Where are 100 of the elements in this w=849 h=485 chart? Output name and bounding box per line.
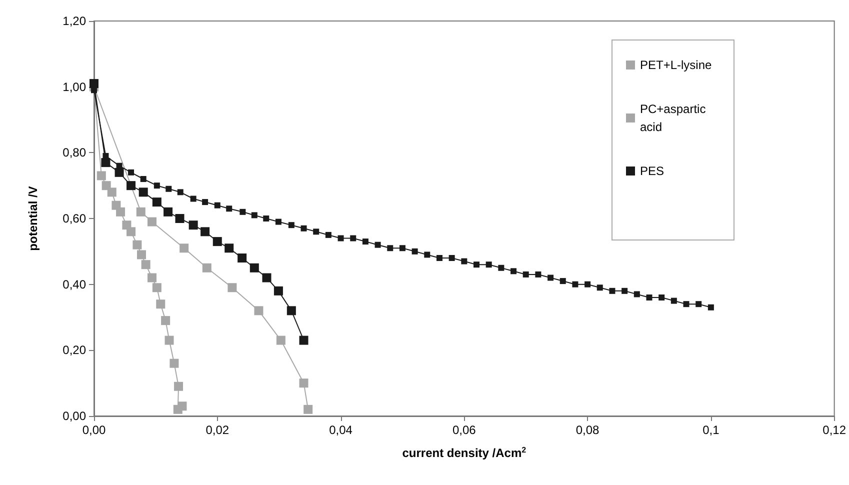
point — [299, 378, 308, 388]
point — [180, 244, 189, 253]
point — [116, 207, 126, 216]
point — [609, 288, 616, 294]
point — [177, 189, 184, 196]
point — [300, 225, 307, 232]
point — [154, 182, 160, 189]
point — [166, 186, 172, 192]
point — [251, 212, 258, 218]
point — [362, 238, 368, 245]
point — [214, 202, 220, 208]
point — [299, 336, 308, 345]
point — [228, 283, 237, 292]
point — [461, 258, 468, 264]
point — [190, 196, 196, 202]
point — [202, 263, 212, 272]
point — [622, 288, 628, 294]
x-tick-label: 0,12 — [822, 423, 846, 437]
point — [101, 158, 110, 168]
point — [338, 235, 344, 242]
point — [200, 227, 210, 236]
point — [262, 273, 272, 282]
point — [286, 306, 296, 316]
point — [263, 216, 270, 222]
point — [596, 284, 603, 291]
point — [288, 222, 294, 228]
point — [132, 240, 142, 250]
point — [137, 250, 146, 260]
point — [240, 208, 246, 215]
point — [96, 171, 106, 180]
point — [646, 294, 652, 300]
point — [696, 301, 702, 308]
point — [486, 262, 492, 268]
y-tick-label: 1,00 — [62, 80, 86, 94]
point — [387, 245, 394, 252]
point — [156, 300, 166, 309]
y-tick-label: 0,80 — [62, 146, 86, 160]
x-tick-label: 0,1 — [702, 423, 720, 437]
point — [634, 291, 640, 298]
legend-label: PC+aspartic acid — [640, 102, 710, 134]
point — [250, 263, 259, 272]
y-tick-label: 1,20 — [62, 14, 86, 28]
point — [126, 227, 136, 236]
legend-label: PET+L-lysine — [640, 58, 712, 72]
point — [140, 176, 146, 182]
point — [174, 382, 184, 391]
y-tick-label: 0,20 — [62, 343, 86, 358]
point — [164, 336, 174, 345]
point — [683, 301, 690, 308]
point — [136, 207, 146, 216]
point — [275, 218, 282, 225]
point — [128, 169, 134, 176]
point — [274, 286, 283, 296]
point — [161, 316, 170, 326]
x-tick-label: 0,00 — [82, 423, 106, 437]
point — [114, 168, 124, 177]
point — [325, 232, 332, 238]
point — [188, 220, 198, 230]
point — [560, 278, 566, 284]
point — [170, 358, 179, 368]
point — [572, 281, 578, 288]
point — [238, 254, 247, 262]
point — [147, 273, 156, 282]
point — [178, 402, 187, 411]
point — [424, 252, 430, 258]
point — [147, 217, 156, 226]
x-tick-label: 0,08 — [576, 423, 600, 437]
point — [448, 255, 455, 261]
point — [175, 214, 184, 223]
point — [202, 199, 208, 206]
point — [350, 235, 356, 242]
point — [152, 198, 162, 207]
point — [254, 306, 264, 316]
point — [102, 152, 109, 159]
y-tick-label: 0,60 — [62, 212, 86, 226]
point — [107, 188, 116, 197]
point — [152, 283, 162, 292]
x-tick-label: 0,06 — [452, 423, 476, 437]
point — [708, 304, 714, 310]
point — [374, 242, 381, 248]
point — [212, 237, 222, 246]
point — [304, 404, 313, 414]
y-tick-label: 0,40 — [62, 277, 86, 292]
point — [510, 268, 517, 274]
y-tick-label: 0,00 — [62, 409, 86, 423]
point — [498, 264, 504, 271]
point — [313, 228, 320, 235]
point — [126, 181, 136, 190]
point — [436, 255, 442, 261]
point — [164, 207, 173, 216]
point — [522, 271, 529, 278]
point — [276, 336, 286, 345]
x-tick-label: 0,02 — [206, 423, 230, 437]
point — [90, 79, 98, 88]
point — [399, 245, 406, 252]
point — [670, 298, 677, 304]
legend-label: PES — [640, 164, 664, 178]
point — [548, 274, 554, 281]
point — [535, 271, 542, 278]
point — [224, 244, 234, 253]
